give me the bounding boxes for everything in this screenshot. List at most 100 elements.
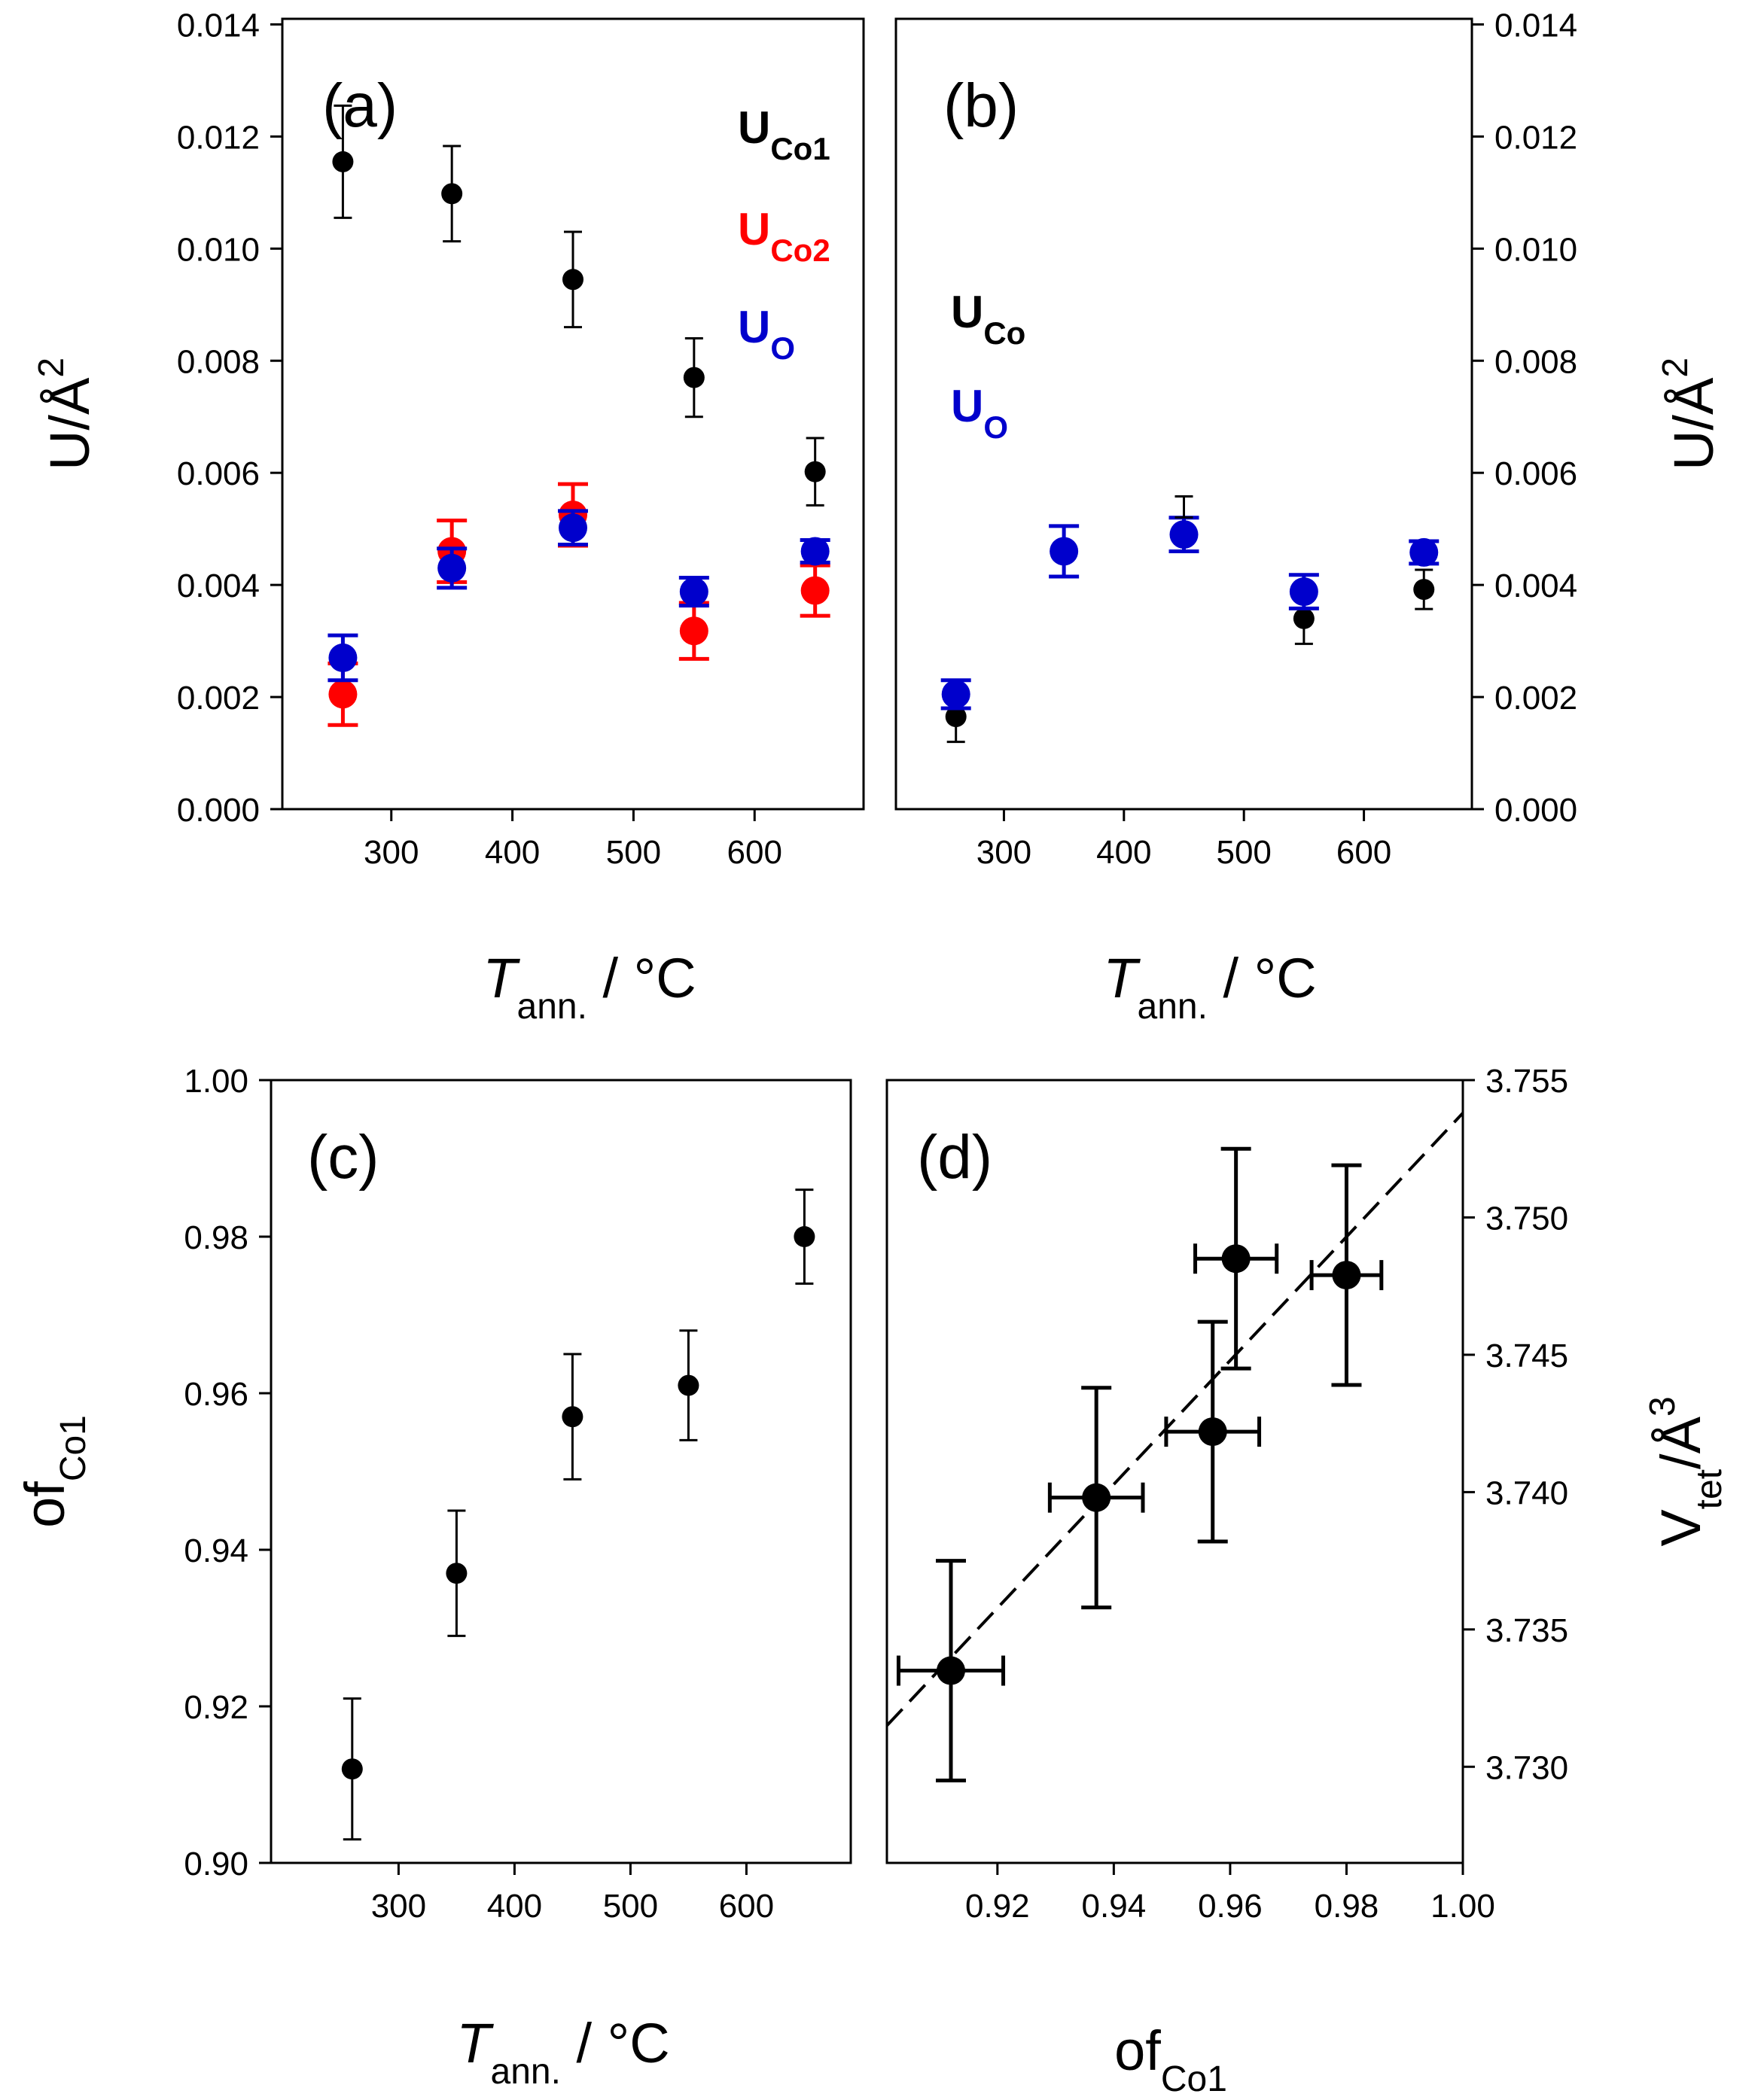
y-tick-label: 0.012 [1494,119,1577,156]
x-title-tail: / °C [561,2012,670,2074]
x-title-main: T [483,947,520,1009]
x-axis-title: Tann. / °C [1103,947,1316,1027]
legend-entry: UCo [951,287,1025,351]
legend-entry: UCo2 [738,204,830,268]
y-tick-label: 0.006 [1494,455,1577,492]
y-tick-label: 0.004 [177,568,260,604]
legend-main: U [738,302,770,352]
x-tick-label: 400 [1096,834,1151,871]
legend-entry: UO [951,381,1008,445]
legend-main: U [951,287,983,337]
panel-a: 300 400 500 600 0.000 0.002 0.004 0.006 0.008 0.0… [32,7,865,1027]
legend-main: U [738,204,770,254]
data-point [441,183,463,205]
fit-line [885,1112,1464,1727]
data-point [683,367,705,388]
data-point [1413,579,1435,601]
y-tick-label: 0.92 [184,1689,248,1726]
x-tick-label: 500 [606,834,661,871]
y-title-main: U/Å [1662,377,1725,470]
legend-sub: Co2 [770,233,830,268]
y-title-sup: 3 [1643,1396,1683,1417]
data-point [437,553,467,583]
x-title-main: of [1114,2019,1161,2082]
x-tick-label: 0.96 [1198,1888,1263,1925]
data-point [559,513,587,543]
series-of_Co1 [341,1188,815,1841]
y-tick-label: 0.98 [184,1219,248,1256]
panel-b: 300 400 500 600 0.000 0.002 0.004 0.006 0.008 0.0… [894,7,1725,1027]
data-point [1221,1244,1251,1274]
x-tick-label: 0.92 [965,1888,1030,1925]
y-title-main: V [1650,1509,1712,1547]
data-point [1082,1483,1111,1512]
data-point [1050,537,1079,566]
data-point [1169,520,1199,549]
plot-frame [270,1079,852,1864]
x-tick-label: 400 [485,834,540,871]
data-point [945,706,967,728]
plot-frame [281,17,865,811]
x-axis-title: Tann. / °C [483,947,696,1027]
data-point [941,680,970,709]
x-tick-label: 600 [1336,834,1391,871]
series-V_tet [896,1146,1384,1783]
y-axis-title: U/Å2 [32,358,101,470]
y-title-sup: 2 [32,358,72,378]
data-point [800,576,830,605]
y-tick-label: 0.90 [184,1846,248,1882]
y-tick-label: 0.010 [1494,231,1577,268]
y-tick-label: 0.002 [177,680,260,717]
y-title-sub: Co1 [53,1415,93,1481]
x-title-tail: / °C [587,947,696,1009]
y-tick-label: 0.000 [1494,792,1577,829]
y-title-tail: /Å [1650,1416,1712,1469]
panel-c: 300 400 500 600 0.90 0.92 0.94 0.96 0.98 1.00 (c) T… [14,1063,852,2092]
data-point [1332,1261,1361,1290]
x-axis-title: Tann. / °C [456,2012,669,2092]
panel-label: (b) [943,72,1019,140]
x-tick-label: 500 [603,1888,658,1925]
y-tick-label: 3.735 [1485,1612,1568,1649]
x-tick-label: 600 [719,1888,774,1925]
plot-frame [894,17,1473,811]
y-tick-label: 3.740 [1485,1475,1568,1511]
panel-label: (d) [917,1123,992,1192]
y-title-main: of [14,1481,76,1528]
x-axis-title: ofCo1 [1114,2019,1227,2099]
data-point [328,643,358,672]
y-tick-label: 0.006 [177,455,260,492]
y-title-sup: 2 [1656,358,1695,378]
x-tick-label: 300 [976,834,1031,871]
panel-label: (a) [322,72,398,140]
legend-entry: UO [738,302,795,366]
legend-entry: UCo1 [738,102,830,166]
y-tick-label: 3.745 [1485,1338,1568,1374]
legend-main: U [738,102,770,153]
x-title-sub: ann. [491,2052,561,2092]
y-tick-label: 0.008 [1494,343,1577,380]
x-title-sub: ann. [517,987,587,1027]
data-point [1293,607,1315,629]
y-tick-label: 0.012 [177,119,260,156]
legend-sub: Co1 [770,131,830,166]
series-U_Co [945,568,1435,744]
data-point [804,461,826,482]
legend-sub: O [770,330,795,366]
y-tick-label: 0.002 [1494,680,1577,717]
y-tick-label: 0.008 [177,343,260,380]
x-tick-label: 400 [487,1888,542,1925]
data-point [341,1758,363,1780]
y-axis-title: Vtet/Å3 [1643,1396,1729,1546]
legend-main: U [951,381,983,431]
y-axis-title: ofCo1 [14,1415,93,1528]
data-point [562,1406,583,1428]
panel-label: (c) [307,1123,379,1192]
panel-d: 0.92 0.94 0.96 0.98 1.00 3.730 3.735 3.740 3.745… [885,1063,1729,2099]
data-point [328,680,358,709]
data-point [1198,1417,1227,1447]
series-U_Co1 [332,104,826,507]
y-tick-label: 0.004 [1494,568,1577,604]
y-tick-label: 0.96 [184,1376,248,1413]
